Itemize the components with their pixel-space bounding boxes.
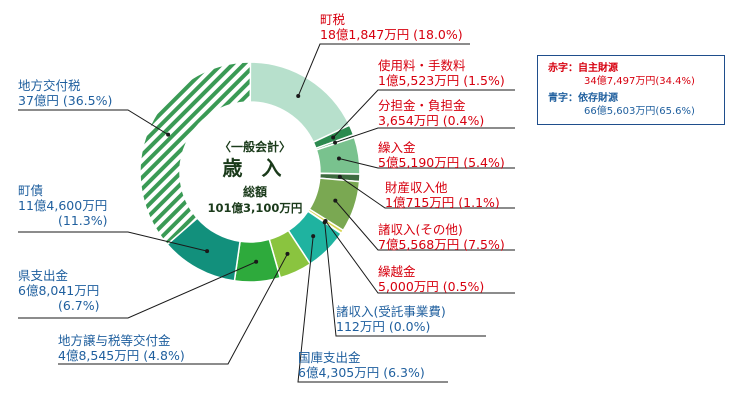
label-line: 諸収入(その他) [378,222,463,237]
leader-dot-12 [205,249,210,254]
leader-dot-9 [311,234,316,239]
leader-dot-3 [333,140,338,145]
label-line: (11.3%) [58,213,108,228]
center-total-value: 101億3,100万円 [207,201,303,215]
chart-center-label: 〈一般会計〉 歳 入 総額 101億3,100万円 [185,138,325,216]
leader-dot-6 [333,198,338,203]
center-subtitle: 〈一般会計〉 [218,140,291,154]
label-line: 諸収入(受託事業費) [336,304,446,319]
leader-dot-11 [254,259,259,264]
label-3: 分担金・負担金 3,654万円 (0.4%) [378,98,484,128]
label-5: 財産収入他 1億715万円 (1.1%) [385,180,500,210]
label-line: 18億1,847万円 (18.0%) [320,27,463,42]
legend-box: 赤字：自主財源 34億7,497万円(34.4%) 青字：依存財源 66億5,6… [537,55,725,125]
legend-own: 赤字：自主財源 34億7,497万円(34.4%) [548,63,695,87]
label-line: 分担金・負担金 [378,98,466,113]
label-line: 1億715万円 (1.1%) [385,195,500,210]
label-13: 地方交付税 37億円 (36.5%) [18,78,112,108]
label-7: 繰越金 5,000万円 (0.5%) [378,264,484,294]
leader-line-5 [339,176,515,209]
label-9: 国庫支出金 6億4,305万円 (6.3%) [298,350,425,380]
label-line: 6億4,305万円 (6.3%) [298,365,425,380]
leader-line-8 [324,222,486,337]
leader-line-13 [18,109,169,136]
leader-line-7 [325,220,515,294]
label-line: 繰越金 [378,264,416,279]
leader-dot-5 [337,174,342,179]
leader-dot-10 [285,251,290,256]
label-1: 町税 18億1,847万円 (18.0%) [320,12,463,42]
leader-line-3 [334,127,515,144]
label-line: 5億5,190万円 (5.4%) [378,155,505,170]
label-line: 財産収入他 [385,180,448,195]
leader-dot-1 [296,94,301,99]
label-line: 112万円 (0.0%) [336,319,431,334]
label-line: 使用料・手数料 [378,58,466,73]
leader-line-11 [18,261,257,319]
slice-13 [139,61,252,246]
leader-line-6 [334,200,515,251]
label-line: 7億5,568万円 (7.5%) [378,237,505,252]
leader-line-4 [338,157,515,169]
label-line: 繰入金 [378,140,416,155]
label-11: 県支出金 6億8,041万円 (6.7%) [18,268,100,313]
slice-1 [249,61,351,144]
label-8: 諸収入(受託事業費) 112万円 (0.0%) [336,304,446,334]
center-total-label: 総額 [242,185,267,199]
label-line: 町債 [18,183,44,198]
label-line: 県支出金 [18,268,69,283]
label-line: 地方交付税 [18,78,81,93]
leader-dot-4 [336,156,341,161]
label-line: (6.7%) [58,298,100,313]
label-line: 地方譲与税等交付金 [58,333,171,348]
label-line: 1億5,523万円 (1.5%) [378,73,505,88]
leader-line-12 [18,231,208,252]
label-line: 5,000万円 (0.5%) [378,279,485,294]
label-line: 3,654万円 (0.4%) [378,113,485,128]
label-12: 町債 11億4,600万円 (11.3%) [18,183,107,228]
leader-line-9 [297,236,448,383]
label-4: 繰入金 5億5,190万円 (5.4%) [378,140,505,170]
leader-dot-8 [322,220,327,225]
leader-line-2 [332,89,515,138]
center-title: 歳 入 [222,156,288,180]
label-10: 地方譲与税等交付金 4億8,545万円 (4.8%) [58,333,185,363]
label-line: 37億円 (36.5%) [18,93,113,108]
label-line: 11億4,600万円 [18,198,108,213]
label-line: 4億8,545万円 (4.8%) [58,348,185,363]
label-line: 国庫支出金 [298,350,361,365]
leader-dot-13 [166,132,171,137]
leader-line-10 [58,253,288,365]
label-2: 使用料・手数料 1億5,523万円 (1.5%) [378,58,505,88]
leader-line-1 [297,43,470,97]
label-line: 6億8,041万円 [18,283,100,298]
leader-dot-2 [331,135,336,140]
legend-dependent: 青字：依存財源 66億5,603万円(65.6%) [548,93,695,117]
label-6: 諸収入(その他) 7億5,568万円 (7.5%) [378,222,505,252]
label-line: 町税 [320,12,346,27]
